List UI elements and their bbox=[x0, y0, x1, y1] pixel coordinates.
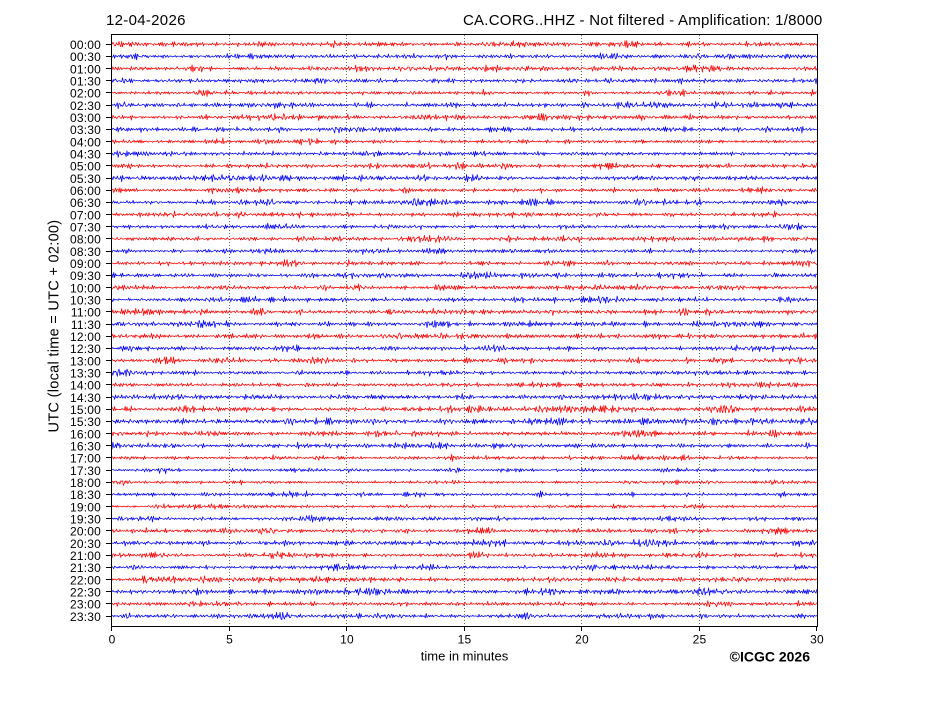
svg-text:03:30: 03:30 bbox=[70, 123, 101, 137]
svg-text:13:30: 13:30 bbox=[70, 367, 101, 381]
svg-text:18:00: 18:00 bbox=[70, 476, 101, 490]
svg-text:12:30: 12:30 bbox=[70, 342, 101, 356]
svg-text:22:30: 22:30 bbox=[70, 586, 101, 600]
svg-text:23:30: 23:30 bbox=[70, 610, 101, 624]
svg-text:16:30: 16:30 bbox=[70, 440, 101, 454]
svg-text:time in minutes: time in minutes bbox=[421, 649, 509, 664]
svg-text:05:30: 05:30 bbox=[70, 172, 101, 186]
svg-text:02:00: 02:00 bbox=[70, 87, 101, 101]
svg-text:03:00: 03:00 bbox=[70, 111, 101, 125]
svg-text:14:00: 14:00 bbox=[70, 379, 101, 393]
svg-text:02:30: 02:30 bbox=[70, 99, 101, 113]
svg-text:CA.CORG..HHZ - Not filtered -: CA.CORG..HHZ - Not filtered - Amplificat… bbox=[463, 12, 823, 29]
svg-text:19:00: 19:00 bbox=[70, 500, 101, 514]
svg-text:25: 25 bbox=[693, 633, 707, 647]
svg-text:05:00: 05:00 bbox=[70, 160, 101, 174]
svg-text:00:00: 00:00 bbox=[70, 38, 101, 52]
svg-text:06:00: 06:00 bbox=[70, 184, 101, 198]
svg-text:08:30: 08:30 bbox=[70, 245, 101, 259]
svg-text:5: 5 bbox=[226, 633, 233, 647]
svg-text:20:00: 20:00 bbox=[70, 525, 101, 539]
svg-text:30: 30 bbox=[810, 633, 824, 647]
svg-text:22:00: 22:00 bbox=[70, 573, 101, 587]
svg-text:10:00: 10:00 bbox=[70, 281, 101, 295]
svg-text:10:30: 10:30 bbox=[70, 294, 101, 308]
svg-text:21:30: 21:30 bbox=[70, 561, 101, 575]
svg-text:12:00: 12:00 bbox=[70, 330, 101, 344]
svg-text:0: 0 bbox=[109, 633, 116, 647]
svg-text:08:00: 08:00 bbox=[70, 233, 101, 247]
svg-text:UTC (local time = UTC + 02:00): UTC (local time = UTC + 02:00) bbox=[47, 220, 63, 433]
svg-text:18:30: 18:30 bbox=[70, 488, 101, 502]
svg-text:20:30: 20:30 bbox=[70, 537, 101, 551]
svg-text:©ICGC 2026: ©ICGC 2026 bbox=[730, 649, 811, 665]
svg-text:01:00: 01:00 bbox=[70, 62, 101, 76]
svg-text:12-04-2026: 12-04-2026 bbox=[106, 12, 186, 29]
svg-text:09:00: 09:00 bbox=[70, 257, 101, 271]
svg-text:14:30: 14:30 bbox=[70, 391, 101, 405]
svg-text:15:30: 15:30 bbox=[70, 415, 101, 429]
svg-text:13:00: 13:00 bbox=[70, 354, 101, 368]
svg-text:01:30: 01:30 bbox=[70, 75, 101, 89]
svg-text:11:30: 11:30 bbox=[71, 318, 101, 332]
svg-text:16:00: 16:00 bbox=[70, 427, 101, 441]
svg-text:04:00: 04:00 bbox=[70, 135, 101, 149]
svg-text:00:30: 00:30 bbox=[70, 50, 101, 64]
svg-text:10: 10 bbox=[340, 633, 354, 647]
svg-text:07:00: 07:00 bbox=[70, 208, 101, 222]
svg-text:07:30: 07:30 bbox=[70, 221, 101, 235]
svg-text:04:30: 04:30 bbox=[70, 148, 101, 162]
svg-text:09:30: 09:30 bbox=[70, 269, 101, 283]
svg-text:20: 20 bbox=[575, 633, 589, 647]
svg-text:19:30: 19:30 bbox=[70, 513, 101, 527]
svg-text:23:00: 23:00 bbox=[70, 598, 101, 612]
svg-text:15:00: 15:00 bbox=[70, 403, 101, 417]
svg-text:11:00: 11:00 bbox=[71, 306, 101, 320]
svg-text:17:30: 17:30 bbox=[70, 464, 101, 478]
svg-text:21:00: 21:00 bbox=[70, 549, 101, 563]
svg-text:06:30: 06:30 bbox=[70, 196, 101, 210]
svg-text:17:00: 17:00 bbox=[70, 452, 101, 466]
svg-text:15: 15 bbox=[458, 633, 472, 647]
